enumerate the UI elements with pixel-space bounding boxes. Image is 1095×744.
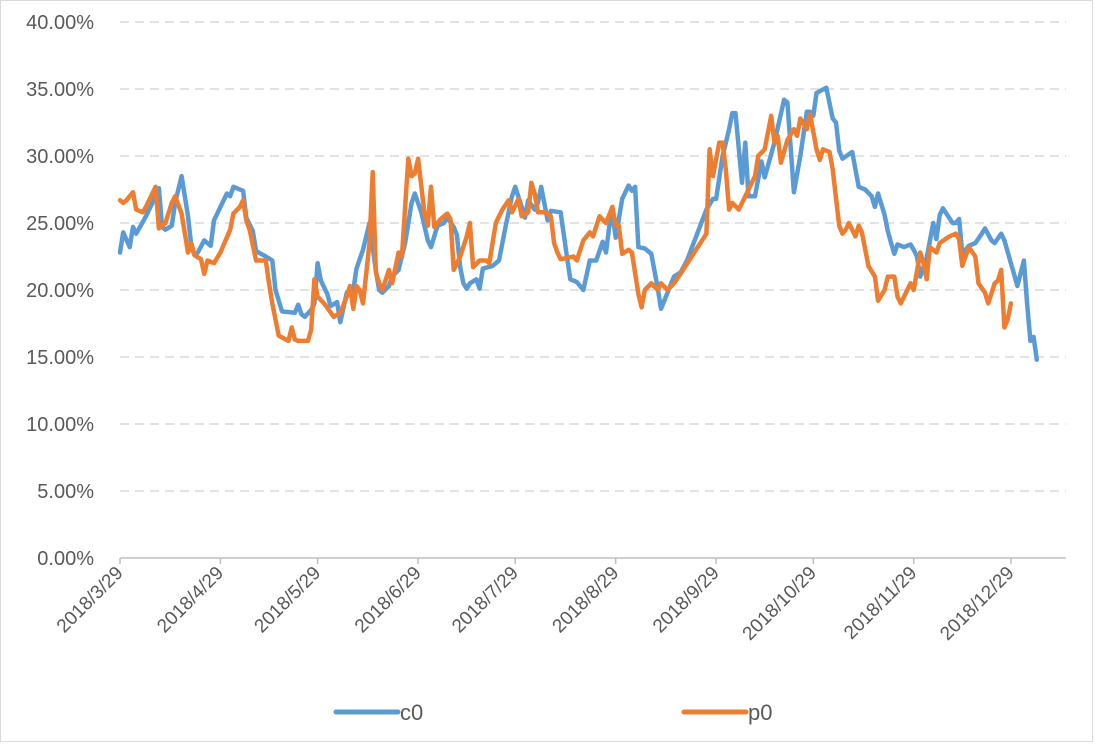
series-line-p0	[117, 112, 1014, 344]
y-tick-label: 20.00%	[26, 280, 94, 302]
y-tick-label: 5.00%	[37, 481, 94, 503]
y-tick-label: 0.00%	[37, 548, 94, 570]
series-line-c0	[117, 85, 1040, 362]
x-tick-label: 2018/5/29	[251, 563, 326, 638]
y-tick-label: 30.00%	[26, 146, 94, 168]
legend: c0 p0	[333, 700, 772, 725]
y-tick-label: 35.00%	[26, 79, 94, 101]
y-tick-label: 25.00%	[26, 213, 94, 235]
x-tick-label: 2018/8/29	[549, 563, 624, 638]
series-lines	[117, 85, 1040, 362]
y-axis: 0.00% 5.00% 10.00% 15.00% 20.00% 25.00% 30.00%…	[26, 12, 94, 570]
gridlines	[120, 21, 1066, 492]
x-tick-label: 2018/11/29	[840, 563, 921, 644]
y-tick-label: 10.00%	[26, 414, 94, 436]
x-axis: 2018/3/29 2018/4/29 2018/5/29 2018/6/29 2018…	[53, 557, 1066, 645]
legend-label-p0: p0	[748, 700, 772, 725]
x-tick-label: 2018/3/29	[53, 563, 128, 638]
x-tick-label: 2018/10/29	[739, 563, 821, 645]
x-tick-label: 2018/6/29	[351, 563, 426, 638]
x-tick-label: 2018/12/29	[936, 563, 1018, 645]
x-tick-label: 2018/7/29	[448, 563, 523, 638]
x-tick-label: 2018/9/29	[649, 563, 724, 638]
y-tick-label: 15.00%	[26, 347, 94, 369]
y-tick-label: 40.00%	[26, 12, 94, 34]
legend-label-c0: c0	[400, 700, 423, 725]
x-tick-label: 2018/4/29	[153, 563, 228, 638]
